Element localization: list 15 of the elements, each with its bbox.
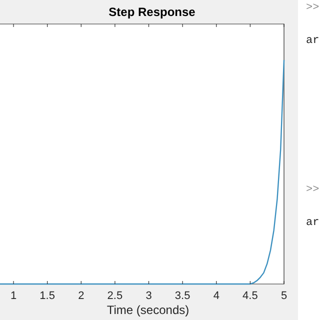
x-tick-label: 1.5	[40, 290, 55, 302]
text: >>	[306, 184, 320, 196]
x-tick-label: 3.5	[174, 290, 190, 302]
chart-title: Step Response	[108, 5, 196, 19]
x-tick-label: 4.5	[242, 290, 258, 302]
x-tick-label: 2	[78, 290, 84, 302]
x-tick-label: 2.5	[107, 290, 123, 302]
x-axis-title: Time (seconds)	[106, 303, 190, 317]
text: ar	[306, 217, 320, 229]
x-tick-label: 5	[280, 290, 288, 302]
text: ar	[306, 35, 320, 47]
text: >>	[306, 2, 320, 14]
x-tick-label: 1	[10, 290, 17, 302]
x-tick-label: 3	[146, 290, 152, 302]
x-tick-label: 4	[213, 290, 220, 302]
